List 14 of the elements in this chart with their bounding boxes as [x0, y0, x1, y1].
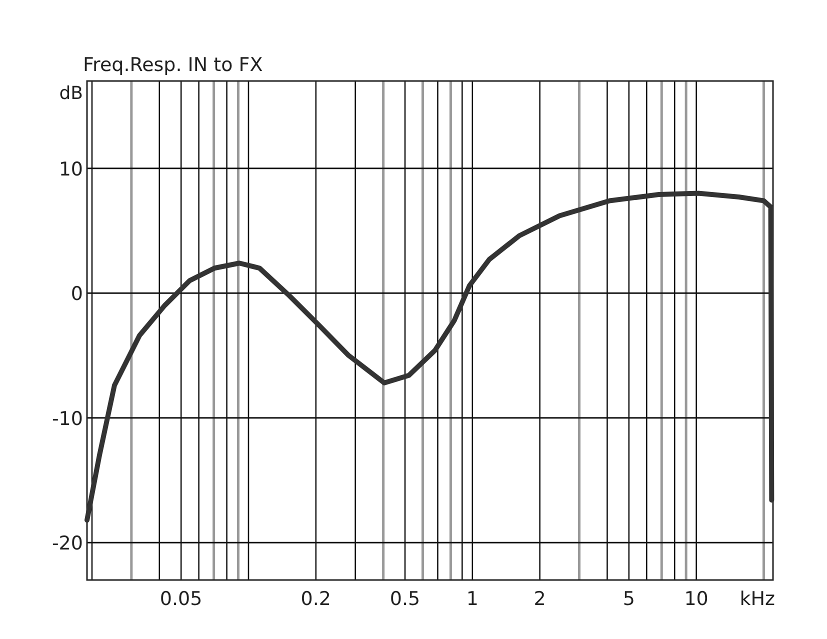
x-tick-label: 0.2: [300, 588, 332, 610]
x-tick-label: 5: [622, 588, 635, 610]
x-tick-label: 10: [684, 588, 708, 610]
y-tick-label: 0: [70, 283, 83, 306]
x-tick-label: 0.05: [160, 588, 202, 610]
chart-title: Freq.Resp. IN to FX: [83, 54, 263, 76]
y-tick-label: -10: [52, 408, 83, 430]
x-axis-title: kHz: [740, 588, 776, 610]
y-axis-title: dB: [59, 83, 83, 104]
y-tick-label: 10: [58, 158, 83, 180]
x-tick-label: 1: [466, 588, 478, 610]
x-tick-label: 0.5: [390, 588, 420, 610]
x-tick-label: 2: [534, 588, 546, 610]
y-tick-label: -20: [52, 532, 83, 555]
